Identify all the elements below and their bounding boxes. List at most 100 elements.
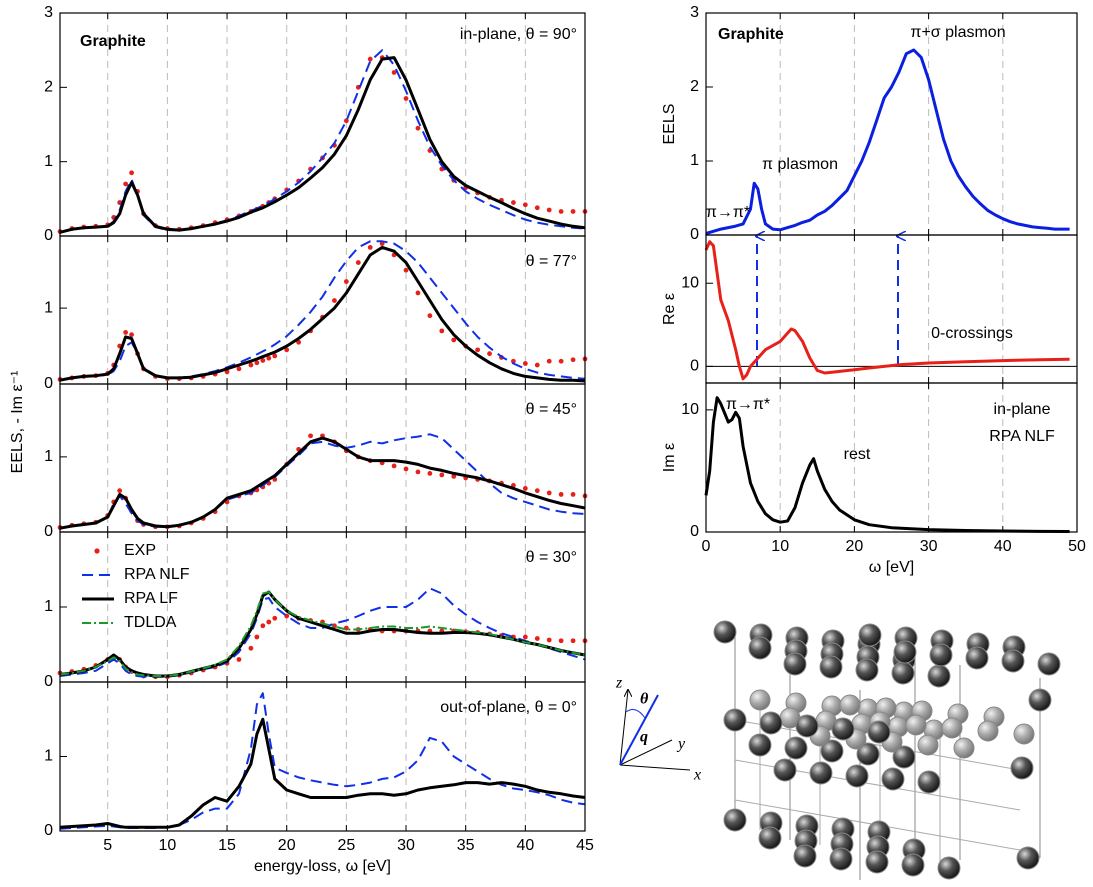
annotation: Graphite <box>718 26 784 43</box>
x-tick-label: 20 <box>278 837 296 854</box>
data-point <box>123 181 129 187</box>
panel: 0 1 2 3 Graphite in-plane, θ = 90° <box>44 4 588 244</box>
x-tick-label: 15 <box>218 837 236 854</box>
annotation: π plasmon <box>762 156 838 173</box>
legend-label: RPA NLF <box>124 566 190 583</box>
data-point <box>570 492 576 497</box>
series-line <box>59 591 586 677</box>
data-point <box>522 202 528 208</box>
axis-icon-label: x <box>693 767 701 784</box>
data-point <box>403 267 409 273</box>
y-tick-label: 10 <box>681 274 699 291</box>
annotation: 0-crossings <box>931 325 1013 342</box>
y-axis <box>619 739 673 766</box>
axis-icon-label: z <box>615 675 623 692</box>
y-tick-label: 1 <box>44 448 53 465</box>
data-point <box>451 337 457 343</box>
legend-marker <box>94 548 100 554</box>
data-point <box>308 433 313 439</box>
panel: 0 1 2 3 EELS Graphite π+σ plasmon π plasmon π→π* <box>661 4 1078 243</box>
y-axis-label: Im ε <box>661 443 678 472</box>
x-tick-label: 25 <box>337 837 355 854</box>
legend-label: RPA LF <box>124 590 178 607</box>
data-point <box>522 361 528 366</box>
axes-icon <box>619 690 691 771</box>
data-point <box>272 353 278 359</box>
x-tick-label: 20 <box>846 538 864 555</box>
y-tick-label: 1 <box>690 152 699 169</box>
y-tick-label: 3 <box>690 4 699 21</box>
x-tick-label: 45 <box>576 837 594 854</box>
q-vector <box>619 694 659 766</box>
data-point <box>451 474 457 479</box>
y-axis-label: EELS, - Im ε⁻¹ <box>9 371 26 474</box>
annotation: in-plane, θ = 90° <box>460 26 577 43</box>
data-point <box>558 492 564 497</box>
series-line <box>59 56 586 234</box>
y-tick-label: 0 <box>44 227 53 244</box>
annotation: RPA NLF <box>989 428 1055 445</box>
plot-frame <box>59 383 586 533</box>
y-tick-label: 1 <box>44 748 53 765</box>
data-point <box>439 472 445 478</box>
data-point <box>296 339 302 345</box>
data-point <box>546 490 552 496</box>
data-point <box>522 634 528 640</box>
y-tick-label: 2 <box>690 78 699 95</box>
y-tick-label: 1 <box>44 299 53 316</box>
y-tick-label: 0 <box>44 673 53 690</box>
y-tick-label: 0 <box>690 523 699 540</box>
series-line <box>59 436 586 530</box>
data-point <box>391 70 397 75</box>
panel: 0 10 20 30 40 50 0 10 Im ε π→π* rest in-plane RPA NL… <box>661 382 1086 555</box>
x-tick-label: 0 <box>702 538 711 555</box>
theta-arc <box>625 709 646 719</box>
legend-label: EXP <box>124 542 156 559</box>
data-point <box>534 488 540 494</box>
data-point <box>248 645 254 651</box>
series-line <box>59 245 586 383</box>
x-tick-label: 40 <box>994 538 1012 555</box>
y-tick-label: 0 <box>44 375 53 392</box>
annotation: θ = 77° <box>526 253 577 270</box>
crystal-lattice <box>713 620 1061 880</box>
data-point <box>439 328 445 334</box>
data-point <box>355 260 361 265</box>
x-axis <box>619 764 691 771</box>
data-point <box>558 358 564 364</box>
data-point <box>427 313 433 319</box>
data-point <box>248 362 254 368</box>
series-line <box>59 717 586 829</box>
y-tick-label: 0 <box>690 358 699 375</box>
data-point <box>570 638 576 644</box>
data-point <box>534 205 540 211</box>
plot-frame <box>705 382 1078 533</box>
x-tick-label: 35 <box>457 837 475 854</box>
x-axis-label: energy-loss, ω [eV] <box>254 858 391 875</box>
data-point <box>534 636 540 641</box>
plot-frame <box>59 235 586 385</box>
y-tick-label: 10 <box>681 401 699 418</box>
series-line <box>704 396 1070 533</box>
data-point <box>522 486 528 491</box>
data-point <box>266 355 272 361</box>
x-tick-label: 50 <box>1068 538 1086 555</box>
data-point <box>546 358 552 364</box>
panel: 0 1 θ = 77° <box>44 235 588 392</box>
data-point <box>558 209 564 214</box>
data-point <box>415 125 421 131</box>
data-point <box>546 207 552 213</box>
data-point <box>487 351 492 357</box>
x-tick-label: 10 <box>158 837 176 854</box>
y-tick-label: 0 <box>690 226 699 243</box>
data-point <box>403 96 409 101</box>
annotation: out-of-plane, θ = 0° <box>440 699 577 716</box>
data-point <box>427 471 433 476</box>
x-axis-label: ω [eV] <box>869 559 914 576</box>
data-point <box>260 623 266 629</box>
y-tick-label: 0 <box>44 822 53 839</box>
data-point <box>391 463 397 469</box>
series-line <box>705 48 1070 235</box>
